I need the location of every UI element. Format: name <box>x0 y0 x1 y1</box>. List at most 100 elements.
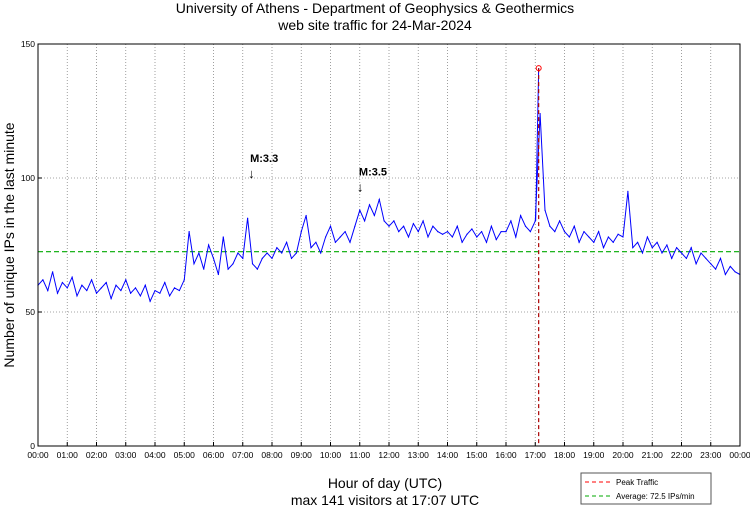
peak-marker <box>535 65 542 72</box>
data-point <box>378 198 380 201</box>
x-tick-label: 00:00 <box>27 450 49 460</box>
x-tick-label: 22:00 <box>671 450 693 460</box>
data-point <box>232 263 234 265</box>
data-point <box>130 292 132 294</box>
series-line <box>37 113 741 303</box>
x-tick-label: 12:00 <box>378 450 400 460</box>
x-tick-label: 19:00 <box>583 450 605 460</box>
data-point <box>144 284 146 286</box>
data-point <box>164 281 166 284</box>
data-point <box>368 204 371 206</box>
data-point <box>442 233 444 235</box>
data-point <box>637 241 639 243</box>
annotations: M:3.3↓ M:3.5↓ <box>248 153 387 194</box>
x-axis-label: Hour of day (UTC) <box>328 475 442 491</box>
x-tick-label: 23:00 <box>700 450 722 460</box>
data-point <box>651 247 653 249</box>
x-tick-label: 10:00 <box>320 450 342 460</box>
data-point <box>52 271 54 273</box>
data-point <box>602 247 605 249</box>
data-point <box>305 214 307 217</box>
data-point <box>364 220 366 222</box>
data-point <box>388 225 390 227</box>
data-point <box>461 241 463 243</box>
data-point <box>403 225 405 227</box>
data-point <box>71 276 73 278</box>
data-point <box>446 231 449 233</box>
y-tick-label: 100 <box>21 173 35 183</box>
x-tick-label: 00:00 <box>729 450 750 460</box>
data-point <box>544 209 546 211</box>
data-point <box>495 239 497 241</box>
data-point <box>422 220 424 222</box>
data-point <box>568 236 570 238</box>
data-point <box>554 231 556 233</box>
data-point <box>247 217 249 219</box>
data-point <box>120 289 122 292</box>
data-point <box>524 225 527 227</box>
data-point <box>373 214 375 217</box>
data-point <box>598 231 600 233</box>
data-point <box>203 268 205 270</box>
legend: Peak Traffic Average: 72.5 IPs/min <box>580 472 712 505</box>
data-point <box>451 236 453 238</box>
data-point <box>349 241 351 243</box>
data-point <box>734 271 736 273</box>
data-point <box>47 289 49 292</box>
data-point <box>276 247 278 249</box>
data-point <box>407 236 410 238</box>
x-tick-label: 05:00 <box>174 450 196 460</box>
x-tick-label: 11:00 <box>349 450 370 460</box>
data-point <box>173 287 176 289</box>
data-point <box>476 236 478 238</box>
data-point <box>315 241 317 243</box>
x-tick-label: 09:00 <box>291 450 313 460</box>
data-point <box>339 236 341 238</box>
x-tick-label: 01:00 <box>57 450 79 460</box>
series-group <box>37 113 741 303</box>
data-point <box>729 265 731 268</box>
data-point <box>100 287 102 289</box>
data-point <box>271 257 273 259</box>
data-point <box>266 252 268 254</box>
data-point <box>310 247 312 249</box>
arrow-down-icon: ↓ <box>357 179 364 194</box>
data-point <box>578 241 580 243</box>
data-point <box>661 252 663 254</box>
data-point <box>300 231 302 233</box>
chart-subtitle: web site traffic for 24-Mar-2024 <box>277 17 472 33</box>
data-point <box>539 113 541 115</box>
data-point <box>320 252 322 254</box>
data-point <box>261 257 263 259</box>
data-point <box>295 252 297 254</box>
data-point <box>154 289 156 292</box>
data-point <box>549 225 551 227</box>
data-point <box>383 220 385 222</box>
data-point <box>183 279 185 281</box>
data-point <box>325 236 327 238</box>
data-point <box>115 284 117 286</box>
data-point <box>456 225 458 227</box>
peak-spike <box>535 68 540 221</box>
x-tick-label: 15:00 <box>466 450 488 460</box>
data-point <box>583 231 585 233</box>
chart-title: University of Athens - Department of Geo… <box>176 0 574 16</box>
data-point <box>398 231 400 233</box>
x-tick-label: 03:00 <box>115 450 137 460</box>
data-point <box>471 228 473 230</box>
legend-box <box>580 472 712 505</box>
data-point <box>515 236 517 238</box>
data-point <box>432 225 434 227</box>
data-point <box>671 257 673 259</box>
data-point <box>344 231 346 233</box>
x-tick-label: 17:00 <box>525 450 547 460</box>
data-point <box>641 252 644 254</box>
data-point <box>412 222 414 225</box>
data-point <box>66 287 68 289</box>
data-point <box>485 241 488 243</box>
data-point <box>490 225 492 227</box>
data-point <box>593 241 595 243</box>
data-point <box>719 257 722 259</box>
data-point <box>437 231 439 233</box>
